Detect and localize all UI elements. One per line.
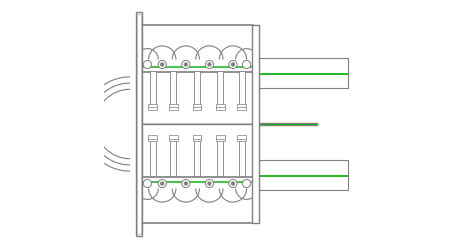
Circle shape (242, 180, 250, 187)
Circle shape (207, 63, 211, 66)
Bar (192, 138, 201, 141)
Bar (238, 140, 244, 176)
Bar (238, 71, 244, 107)
Bar (259, 58, 347, 88)
Circle shape (160, 182, 164, 185)
Bar (215, 104, 224, 108)
Circle shape (184, 63, 187, 66)
Bar (148, 138, 157, 141)
Circle shape (207, 182, 211, 185)
Circle shape (242, 60, 250, 69)
Circle shape (158, 60, 166, 69)
Bar (237, 135, 246, 139)
Bar (169, 138, 177, 141)
Circle shape (182, 180, 190, 187)
Bar (193, 140, 200, 176)
Bar (251, 25, 259, 223)
Bar (192, 104, 201, 108)
Bar (136, 12, 142, 236)
Bar (148, 135, 157, 139)
Bar (169, 107, 177, 110)
Bar (193, 71, 200, 107)
Bar (169, 104, 177, 108)
Bar (217, 140, 222, 176)
Bar (215, 138, 224, 141)
Bar (150, 71, 156, 107)
Circle shape (160, 63, 164, 66)
Bar (170, 71, 176, 107)
Bar (215, 135, 224, 139)
Bar (237, 107, 246, 110)
Circle shape (205, 180, 213, 187)
Bar (170, 140, 176, 176)
Circle shape (205, 60, 213, 69)
Bar (142, 25, 252, 223)
Bar (192, 107, 201, 110)
Circle shape (182, 60, 190, 69)
Circle shape (143, 60, 151, 69)
Bar (217, 71, 222, 107)
Bar (192, 135, 201, 139)
Bar (148, 104, 157, 108)
Circle shape (158, 180, 166, 187)
Bar (215, 107, 224, 110)
Bar (237, 104, 246, 108)
Circle shape (228, 60, 237, 69)
Bar (148, 107, 157, 110)
Bar (259, 160, 347, 190)
Circle shape (228, 180, 237, 187)
Circle shape (231, 182, 234, 185)
Bar (237, 138, 246, 141)
Bar (136, 14, 141, 234)
Bar (169, 135, 177, 139)
Circle shape (184, 182, 187, 185)
Circle shape (143, 180, 151, 187)
Circle shape (231, 63, 234, 66)
Bar (150, 140, 156, 176)
